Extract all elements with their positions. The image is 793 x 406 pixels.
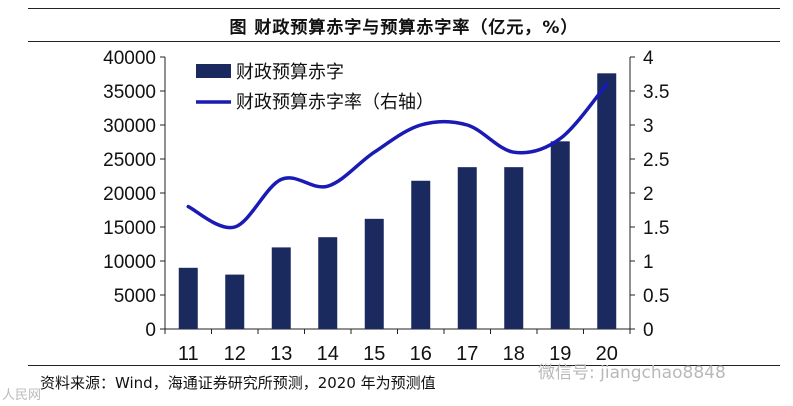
x-tick-label: 19 <box>549 343 571 365</box>
right-tick-label: 1.5 <box>643 218 669 239</box>
left-tick-label: 10000 <box>103 252 156 273</box>
chart-title-bar: 图 财政预算赤字与预算赤字率（亿元，%） <box>28 8 780 42</box>
bar-18 <box>504 167 524 329</box>
x-tick-label: 13 <box>270 343 292 365</box>
right-tick-label: 3.5 <box>643 82 669 103</box>
deficit-rate-line <box>186 82 609 230</box>
bar-19 <box>550 141 570 329</box>
legend-bar-swatch <box>196 64 231 78</box>
x-tick-label: 16 <box>410 343 432 365</box>
right-tick-label: 2.5 <box>643 150 669 171</box>
x-tick-label: 18 <box>503 343 525 365</box>
legend-bar-label: 财政预算赤字 <box>236 62 344 83</box>
bar-11 <box>178 267 198 329</box>
bar-20 <box>597 73 617 329</box>
x-tick-label: 15 <box>363 343 385 365</box>
bar-15 <box>364 218 384 329</box>
bar-13 <box>271 247 291 329</box>
left-tick-label: 35000 <box>103 82 156 103</box>
legend-line-label: 财政预算赤字率（右轴） <box>236 92 434 113</box>
x-tick-label: 12 <box>224 343 246 365</box>
right-tick-label: 1 <box>643 252 654 273</box>
bar-14 <box>318 237 338 329</box>
left-tick-label: 15000 <box>103 218 156 239</box>
bar-16 <box>411 180 431 329</box>
left-tick-label: 25000 <box>103 150 156 171</box>
source-note: 资料来源：Wind，海通证券研究所预测，2020 年为预测值 <box>40 374 436 392</box>
left-tick-label: 0 <box>145 320 156 341</box>
bottom-rule <box>28 365 780 366</box>
x-tick-label: 17 <box>456 343 478 365</box>
right-tick-label: 0.5 <box>643 286 669 307</box>
left-tick-label: 20000 <box>103 184 156 205</box>
right-tick-label: 3 <box>643 116 654 137</box>
x-tick-label: 20 <box>596 343 618 365</box>
left-tick-label: 5000 <box>114 286 156 307</box>
watermark-left: 人民网 <box>2 388 42 403</box>
x-tick-label: 14 <box>317 343 339 365</box>
left-tick-label: 30000 <box>103 116 156 137</box>
watermark-right: 微信号: jiangchao8848 <box>538 363 726 383</box>
right-tick-label: 0 <box>643 320 654 341</box>
right-tick-label: 2 <box>643 184 654 205</box>
bar-17 <box>457 167 477 329</box>
left-tick-label: 40000 <box>103 48 156 69</box>
x-tick-label: 11 <box>178 343 199 365</box>
right-tick-label: 4 <box>643 48 654 69</box>
chart-title: 图 财政预算赤字与预算赤字率（亿元，%） <box>229 17 579 38</box>
bar-12 <box>225 274 245 329</box>
